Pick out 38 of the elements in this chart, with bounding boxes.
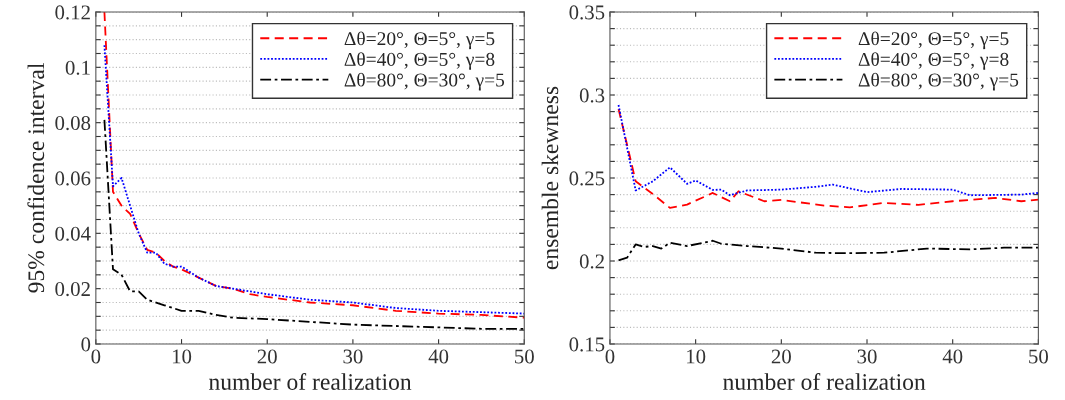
- y-tick-label: 0.1: [65, 60, 90, 75]
- y-tick-label: 0.25: [569, 171, 605, 186]
- legend-label: Δθ=80°, Θ=30°, γ=5: [344, 72, 505, 91]
- y-tick-label: 0.3: [579, 88, 605, 103]
- x-tick-label: 0: [605, 349, 615, 364]
- line-series: [103, 118, 525, 330]
- x-tick-label: 30: [857, 349, 877, 364]
- y-tick-label: 0: [81, 337, 91, 352]
- x-tick-label: 10: [172, 349, 192, 364]
- x-tick-label: 20: [257, 349, 277, 364]
- y-axis-title: 95% confidence interval: [27, 63, 45, 293]
- x-tick-label: 50: [515, 349, 534, 364]
- legend-label: Δθ=40°, Θ=5°, γ=8: [858, 52, 1009, 70]
- y-axis-title: ensemble skewness: [541, 86, 559, 270]
- x-axis-title: number of realization: [208, 373, 412, 390]
- line-series: [617, 104, 1039, 197]
- legend-label: Δθ=40°, Θ=5°, γ=8: [344, 52, 495, 70]
- y-tick-label: 0.12: [55, 5, 90, 20]
- x-tick-label: 40: [428, 349, 449, 364]
- y-tick-label: 0.35: [569, 5, 605, 20]
- y-tick-label: 0.06: [55, 171, 91, 186]
- line-series: [617, 239, 1039, 262]
- x-tick-label: 10: [687, 349, 706, 364]
- y-tick-label: 0.04: [55, 226, 91, 241]
- y-tick-label: 0.02: [55, 282, 90, 297]
- x-axis-title: number of realization: [723, 373, 926, 390]
- legend-label: Δθ=20°, Θ=5°, γ=5: [858, 31, 1009, 50]
- x-tick-label: 40: [942, 349, 963, 364]
- legend-label: Δθ=80°, Θ=30°, γ=5: [858, 72, 1019, 91]
- x-tick-label: 20: [771, 349, 791, 364]
- x-tick-label: 30: [343, 349, 363, 364]
- line-series: [617, 108, 1039, 209]
- x-tick-label: 50: [1029, 349, 1048, 364]
- x-tick-label: 0: [91, 349, 101, 364]
- y-tick-label: 0.2: [579, 254, 604, 269]
- y-tick-label: 0.15: [569, 337, 605, 352]
- y-tick-label: 0.08: [55, 116, 91, 131]
- legend-label: Δθ=20°, Θ=5°, γ=5: [344, 31, 495, 50]
